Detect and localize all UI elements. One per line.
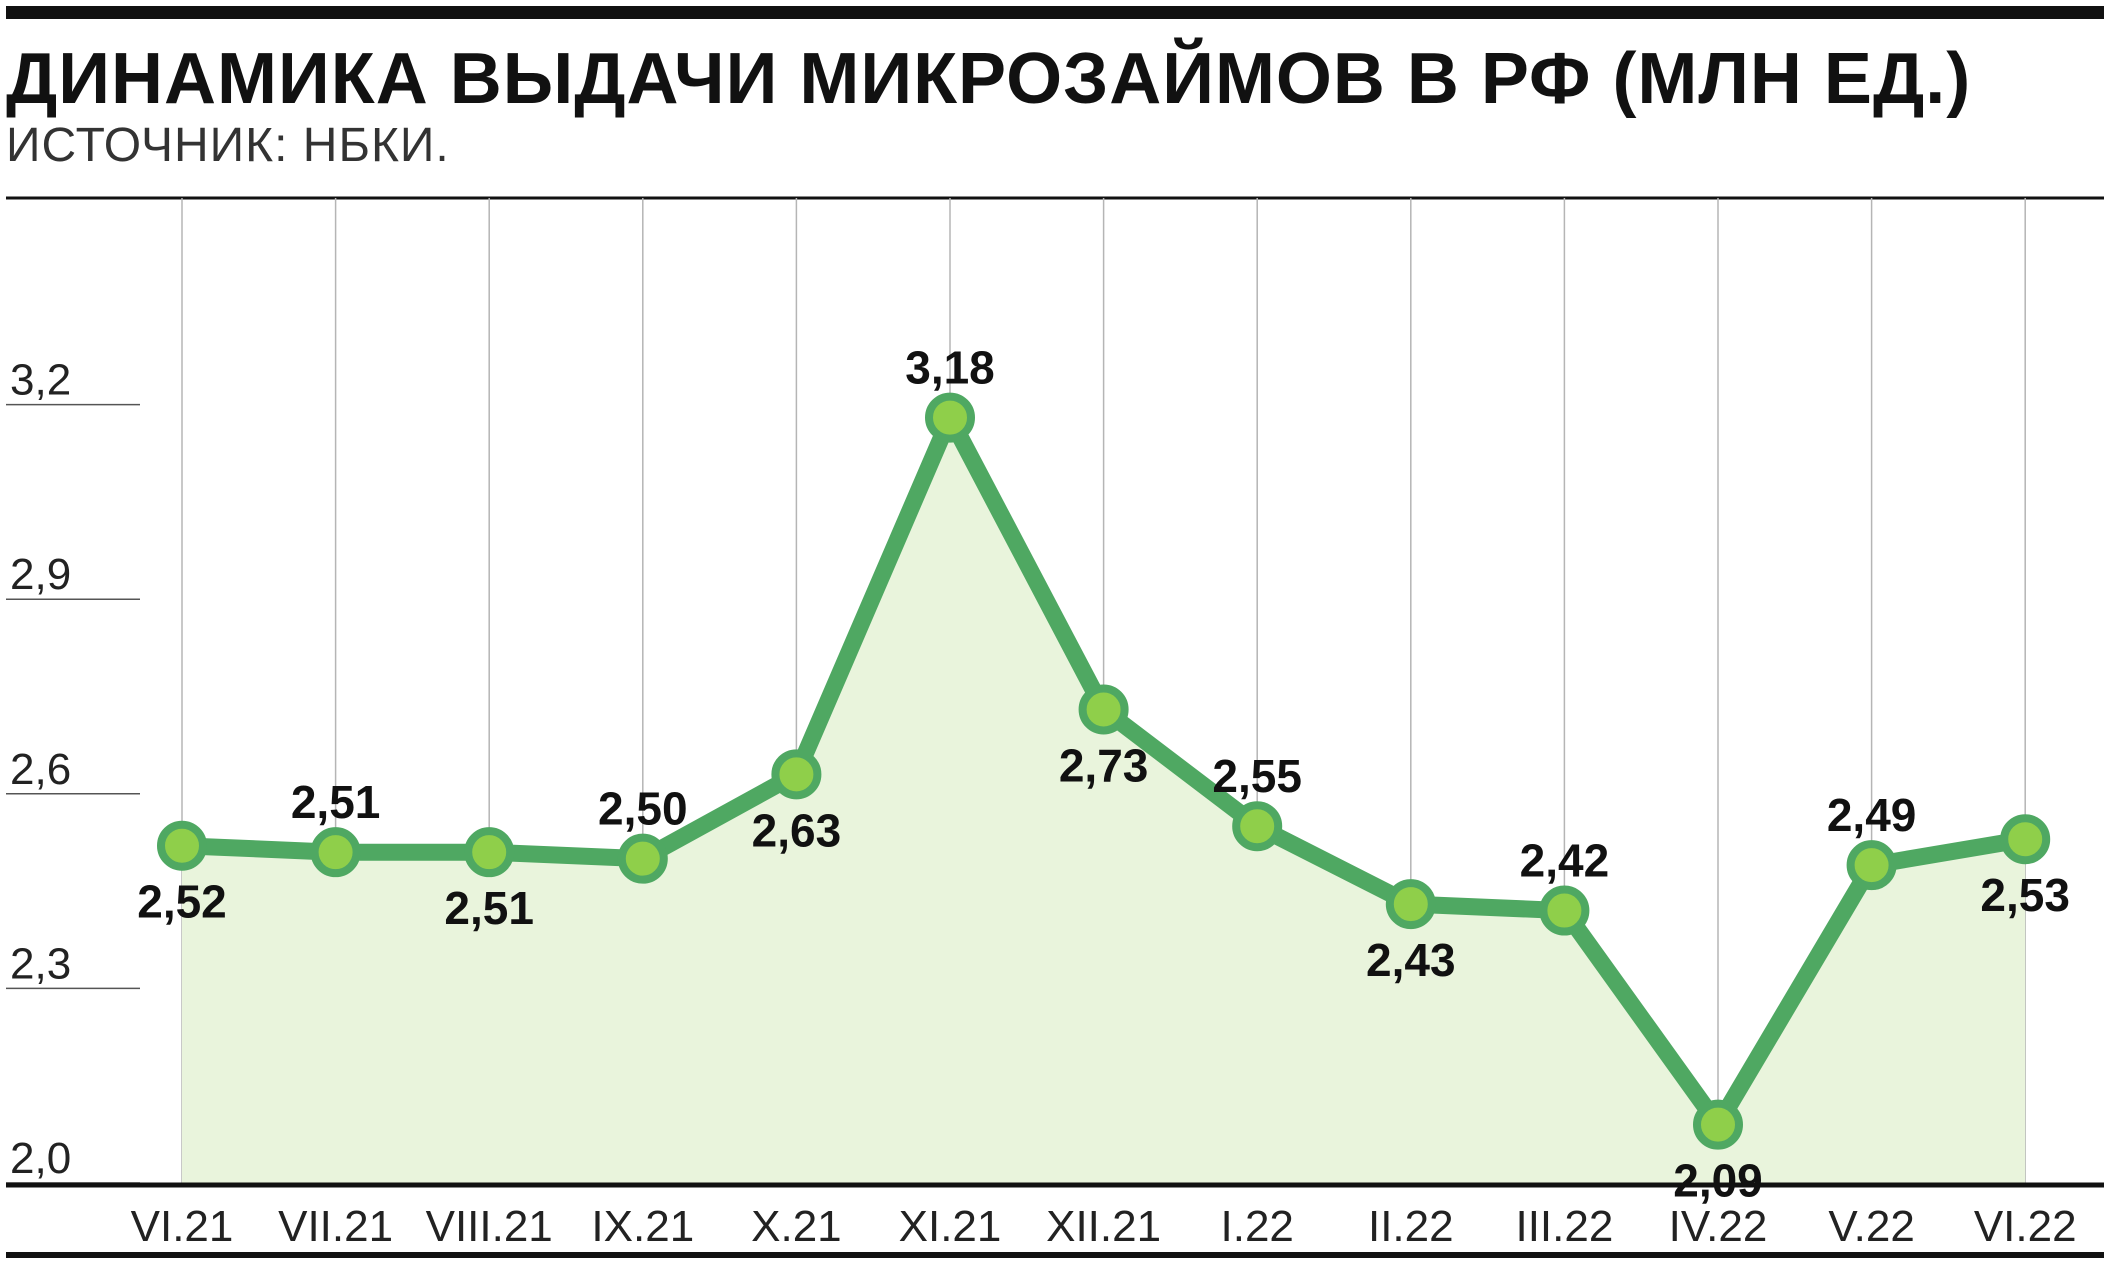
data-label-VII.21: 2,51 (291, 776, 381, 828)
x-tick-label: VI.22 (1974, 1202, 2077, 1251)
x-tick-label: II.22 (1368, 1202, 1454, 1251)
data-label-XI.21: 3,18 (905, 342, 995, 394)
data-point-XII.21 (1078, 684, 1129, 735)
data-label-II.22: 2,43 (1366, 934, 1456, 986)
data-point-III.22 (1539, 885, 1590, 936)
x-tick-label: VII.21 (278, 1202, 393, 1251)
data-point-II.22 (1385, 879, 1436, 930)
top-rule (6, 6, 2104, 19)
data-point-IV.22 (1693, 1099, 1743, 1150)
y-axis: 2,0 2,3 2,6 2,9 3,2 (6, 356, 140, 1184)
data-point-X.21 (771, 749, 822, 800)
data-label-X.21: 2,63 (752, 804, 842, 856)
data-label-V.22: 2,49 (1827, 789, 1917, 841)
bottom-rule (6, 1252, 2104, 1258)
y-tick-label: 2,9 (10, 550, 71, 599)
data-label-VIII.21: 2,51 (444, 882, 534, 934)
data-point-VI.22 (2000, 814, 2051, 865)
y-tick-label: 2,0 (10, 1134, 71, 1183)
x-tick-label: XII.21 (1046, 1202, 1161, 1251)
x-tick-label: IX.21 (591, 1202, 694, 1251)
data-label-III.22: 2,42 (1520, 835, 1610, 887)
area-fill (182, 417, 2026, 1184)
data-point-IX.21 (617, 833, 668, 884)
data-points (157, 392, 2051, 1150)
data-label-IV.22: 2,09 (1673, 1155, 1763, 1207)
x-tick-label: I.22 (1221, 1202, 1294, 1251)
x-tick-label: III.22 (1515, 1202, 1613, 1251)
data-labels: 2,52 2,51 2,51 2,50 2,63 3,18 2,73 2,55 2,43 2,42… (137, 342, 2070, 1207)
data-label-XII.21: 2,73 (1059, 739, 1149, 791)
data-point-VI.21 (157, 820, 207, 871)
y-tick-label: 2,6 (10, 745, 71, 794)
x-tick-label: VI.21 (131, 1202, 234, 1251)
x-tick-label: V.22 (1828, 1202, 1914, 1251)
y-tick-label: 3,2 (10, 356, 71, 405)
data-label-I.22: 2,55 (1212, 750, 1302, 802)
data-point-I.22 (1232, 801, 1283, 852)
x-axis: VI.21 VII.21 VIII.21 IX.21 X.21 XI.21 XII.21 I.… (131, 1202, 2077, 1251)
data-point-VIII.21 (464, 827, 515, 878)
x-tick-label: XI.21 (899, 1202, 1002, 1251)
data-label-VI.22: 2,53 (1980, 869, 2070, 921)
data-label-VI.21: 2,52 (137, 876, 227, 928)
data-point-XI.21 (925, 392, 975, 443)
chart-source: ИСТОЧНИК: НБКИ. (6, 119, 450, 172)
data-point-V.22 (1846, 840, 1897, 891)
data-point-VII.21 (310, 827, 361, 878)
x-tick-label: VIII.21 (426, 1202, 553, 1251)
data-label-IX.21: 2,50 (598, 783, 688, 835)
chart-title: ДИНАМИКА ВЫДАЧИ МИКРОЗАЙМОВ В РФ (МЛН ЕД… (6, 39, 1972, 119)
x-tick-label: X.21 (751, 1202, 842, 1251)
x-tick-label: IV.22 (1669, 1202, 1768, 1251)
y-tick-label: 2,3 (10, 939, 71, 988)
